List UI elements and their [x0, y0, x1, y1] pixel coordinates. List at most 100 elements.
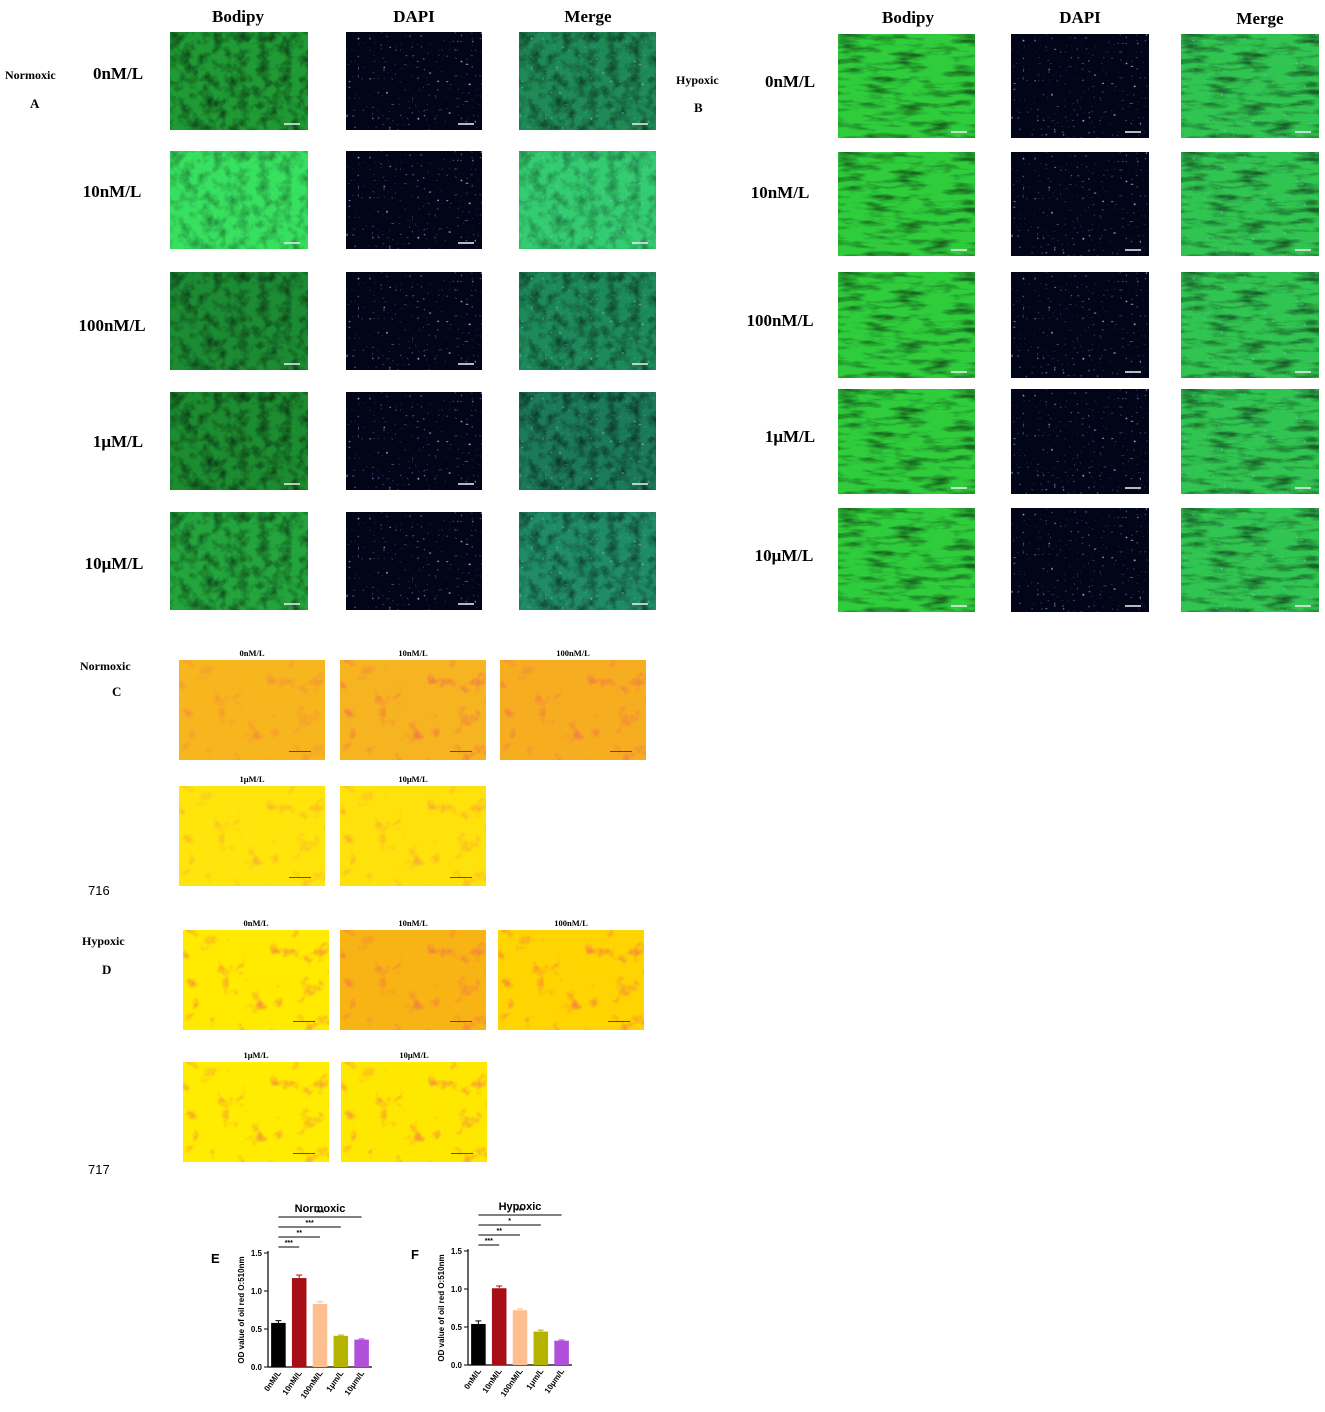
y-tick-label: 1.0 [251, 1287, 263, 1296]
y-tick-label: 0.5 [251, 1325, 263, 1334]
chart-title: Hypoxic [499, 1201, 542, 1213]
panel-b-row-label: 1μM/L [764, 427, 816, 446]
significance-label: ** [496, 1228, 502, 1235]
y-axis-label: OD value of oil red O:510nm [237, 1256, 246, 1363]
oil-red-label: 1μM/L [243, 1050, 269, 1060]
panel-c-condition: Normoxic [80, 659, 131, 673]
oil-red-image [498, 930, 644, 1030]
x-tick-label: 1μm/L [325, 1369, 346, 1394]
oil-red-image [183, 930, 329, 1030]
merge-image [519, 392, 656, 490]
dapi-image [346, 392, 482, 490]
oil-red-label: 10nM/L [398, 918, 428, 928]
bar [491, 1288, 507, 1365]
oil-red-image [341, 1062, 487, 1162]
x-tick-label: 1μm/L [525, 1367, 546, 1392]
bar [533, 1331, 549, 1365]
bar [471, 1323, 486, 1365]
bar [354, 1339, 369, 1367]
panel-b-row-label: 100nM/L [746, 311, 814, 330]
merge-image [519, 32, 656, 130]
panel-a-row-label: 0nM/L [92, 64, 144, 83]
panel-b-header-merge: Merge [1236, 9, 1284, 28]
panel-c-letter: C [112, 684, 122, 699]
oil-red-label: 0nM/L [243, 918, 269, 928]
x-tick-label: 10μm/L [543, 1367, 567, 1395]
bodipy-image [838, 34, 975, 138]
oil-red-image [500, 660, 646, 760]
significance-label: * [508, 1218, 511, 1225]
y-tick-label: 1.5 [451, 1247, 463, 1256]
bar [512, 1310, 528, 1365]
panel-a-header-bodipy: Bodipy [212, 7, 264, 26]
panel-a-row-label: 100nM/L [78, 316, 146, 335]
oil-red-label: 0nM/L [239, 648, 265, 658]
bar [271, 1322, 286, 1367]
dapi-image [1011, 508, 1149, 612]
x-tick-label: 10μm/L [343, 1369, 367, 1397]
bar [291, 1278, 307, 1367]
panel-a-header-merge: Merge [564, 7, 612, 26]
significance-label: ** [296, 1230, 302, 1237]
dapi-image [1011, 152, 1149, 256]
dapi-image [1011, 34, 1149, 138]
panel-d-code: 717 [88, 1162, 110, 1177]
dapi-image [346, 512, 482, 610]
bar [554, 1340, 569, 1365]
bodipy-image [838, 272, 975, 378]
merge-image [1181, 389, 1319, 494]
panel-a-row-label: 10nM/L [82, 182, 142, 201]
y-tick-label: 0.0 [451, 1361, 463, 1370]
panel-a-letter: A [30, 96, 40, 111]
merge-image [519, 151, 656, 249]
bodipy-image [838, 508, 975, 612]
panel-b-row-label: 10nM/L [750, 183, 810, 202]
oil-red-label: 10μM/L [398, 774, 428, 784]
panel-b-letter: B [694, 100, 703, 115]
y-tick-label: 1.5 [251, 1249, 263, 1258]
bar [312, 1303, 328, 1367]
bodipy-image [170, 151, 308, 249]
dapi-image [1011, 389, 1149, 494]
panel-b-header-bodipy: Bodipy [882, 8, 934, 27]
bar [333, 1335, 349, 1367]
panel-b-condition: Hypoxic [676, 73, 719, 87]
merge-image [1181, 152, 1319, 256]
bodipy-image [170, 272, 308, 370]
y-tick-label: 0.0 [251, 1363, 263, 1372]
panel-c-code: 716 [88, 883, 110, 898]
panel-e-letter: E [211, 1251, 220, 1266]
panel-d-condition: Hypoxic [82, 934, 125, 948]
significance-label: *** [316, 1210, 324, 1217]
oil-red-label: 100nM/L [554, 918, 588, 928]
bodipy-image [170, 392, 308, 490]
significance-label: *** [516, 1208, 524, 1215]
oil-red-image [340, 660, 486, 760]
oil-red-label: 10nM/L [398, 648, 428, 658]
panel-a-row-label: 1μM/L [92, 432, 144, 451]
panel-f-letter: F [411, 1247, 419, 1262]
merge-image [1181, 272, 1319, 378]
oil-red-image [340, 930, 486, 1030]
dapi-image [346, 32, 482, 130]
oil-red-label: 100nM/L [556, 648, 590, 658]
y-tick-label: 1.0 [451, 1285, 463, 1294]
oil-red-image [179, 660, 325, 760]
dapi-image [1011, 272, 1149, 378]
merge-image [519, 512, 656, 610]
chart-title: Normoxic [295, 1203, 346, 1215]
oil-red-label: 10μM/L [399, 1050, 429, 1060]
x-tick-label: 0nM/L [262, 1369, 283, 1393]
oil-red-image [179, 786, 325, 886]
dapi-image [346, 151, 482, 249]
bodipy-image [170, 512, 308, 610]
merge-image [519, 272, 656, 370]
y-tick-label: 0.5 [451, 1323, 463, 1332]
panel-b-header-dapi: DAPI [1059, 8, 1101, 27]
oil-red-label: 1μM/L [239, 774, 265, 784]
panel-a-condition: Normoxic [5, 68, 56, 82]
panel-a-row-label: 10μM/L [84, 554, 144, 573]
dapi-image [346, 272, 482, 370]
merge-image [1181, 508, 1319, 612]
bodipy-image [170, 32, 308, 130]
